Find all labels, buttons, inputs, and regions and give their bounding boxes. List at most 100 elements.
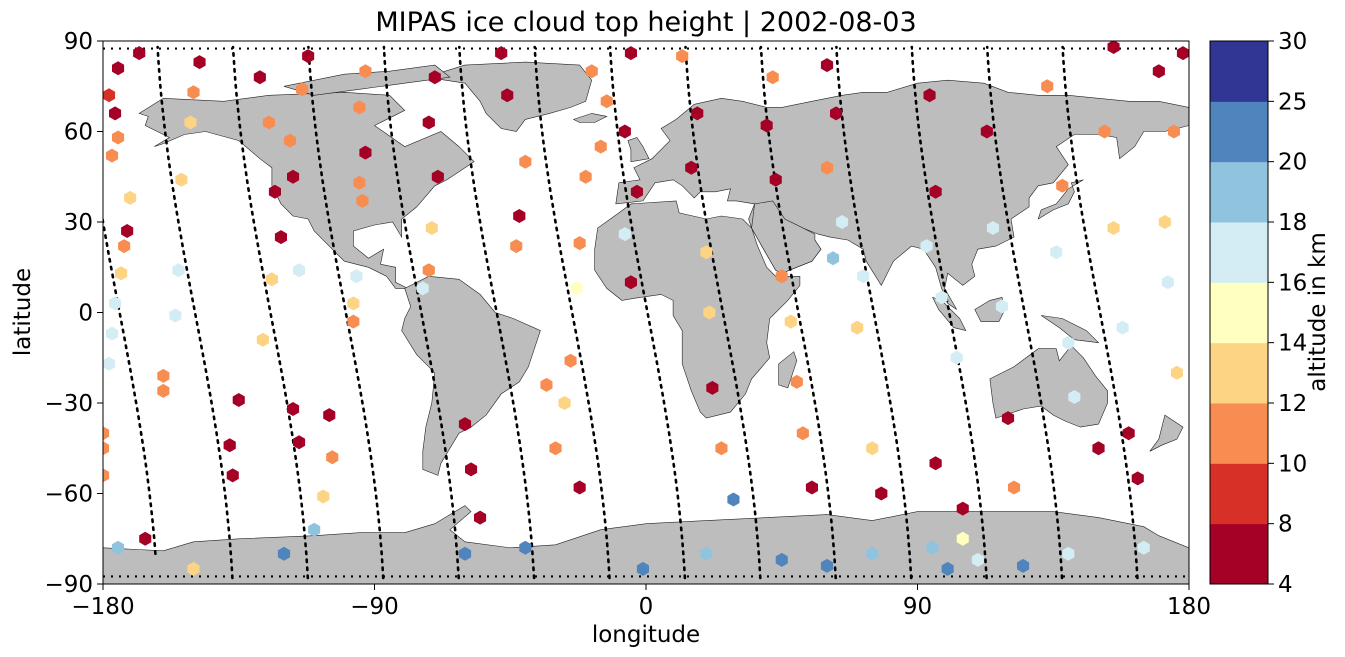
colorbar-band xyxy=(1210,41,1268,102)
land-antarctica xyxy=(103,505,1189,584)
cloud-hexagon xyxy=(157,368,170,383)
colorbar-tick-label: 16 xyxy=(1278,270,1307,296)
cloud-hexagon xyxy=(359,64,372,79)
x-tick-label: 0 xyxy=(639,594,654,620)
cloud-hexagon xyxy=(820,160,834,175)
cloud-hexagon xyxy=(1137,540,1150,555)
cloud-hexagon xyxy=(875,486,888,501)
cloud-hexagon xyxy=(302,49,315,64)
cloud-hexagon xyxy=(685,160,698,175)
colorbar-tick-label: 4 xyxy=(1278,572,1293,598)
cloud-hexagon xyxy=(700,245,713,260)
cloud-hexagon xyxy=(106,326,119,341)
cloud-hexagon xyxy=(187,85,200,100)
cloud-hexagon xyxy=(431,169,444,184)
cloud-hexagon xyxy=(519,154,532,169)
cloud-hexagon xyxy=(1092,441,1105,456)
cloud-hexagon xyxy=(923,88,936,103)
y-axis-label: latitude xyxy=(10,268,36,356)
cloud-hexagon xyxy=(805,480,818,495)
cloud-hexagon xyxy=(706,380,719,395)
x-tick-label: 90 xyxy=(903,594,932,620)
cloud-hexagon xyxy=(1062,335,1075,350)
cloud-hexagon xyxy=(262,115,275,130)
cloud-hexagon xyxy=(579,169,592,184)
cloud-hexagon xyxy=(353,175,366,190)
orbit-track xyxy=(307,45,385,580)
cloud-hexagon xyxy=(106,148,119,163)
cloud-hexagon xyxy=(1152,64,1165,79)
y-axis-ticks: −90 −60 −30 0 30 60 90 xyxy=(44,29,103,598)
cloud-hexagon xyxy=(317,489,330,504)
cloud-hexagon xyxy=(624,275,637,290)
orbit-track xyxy=(533,45,611,580)
orbit-track xyxy=(457,45,536,580)
cloud-hexagon xyxy=(501,88,514,103)
cloud-hexagon xyxy=(326,450,339,465)
cloud-hexagon xyxy=(495,46,508,61)
cloud-hexagon xyxy=(425,221,438,235)
cloud-hexagon xyxy=(1107,221,1120,235)
orbit-track xyxy=(684,45,762,580)
land-australia xyxy=(989,345,1108,428)
orbit-track xyxy=(382,45,461,580)
cloud-hexagon xyxy=(422,263,435,278)
cloud-hexagon xyxy=(359,145,372,160)
cloud-hexagon xyxy=(115,266,128,281)
cloud-hexagon xyxy=(519,540,532,555)
y-tick-label: −60 xyxy=(44,482,93,508)
cloud-hexagon xyxy=(428,70,441,85)
colorbar-tick-label: 8 xyxy=(1278,512,1293,538)
cloud-hexagon xyxy=(347,314,360,329)
cloud-hexagon xyxy=(941,561,954,576)
cloud-hexagon xyxy=(184,115,197,130)
cloud-hexagon xyxy=(157,383,170,398)
cloud-hexagon xyxy=(458,417,472,432)
map-area xyxy=(103,41,1189,584)
orbit-tracks xyxy=(103,45,1189,580)
cloud-hexagon xyxy=(986,221,999,235)
orbit-track xyxy=(910,45,988,580)
cloud-hexagon xyxy=(253,70,266,85)
cloud-hexagon xyxy=(549,441,562,456)
colorbar-tick-label: 20 xyxy=(1278,150,1307,176)
colorbar-tick-label: 25 xyxy=(1278,89,1307,115)
cloud-hexagon xyxy=(308,522,321,537)
cloud-hexagon xyxy=(956,501,969,516)
orbit-track xyxy=(835,45,913,580)
cloud-hexagon xyxy=(956,531,969,546)
land-africa xyxy=(594,200,801,419)
colorbar-band xyxy=(1210,403,1268,464)
cloud-hexagon xyxy=(775,269,788,284)
cloud-hexagon xyxy=(624,46,637,61)
cloud-hexagon xyxy=(1050,245,1063,260)
cloud-hexagon xyxy=(573,480,586,495)
cloud-hexagon xyxy=(287,169,300,184)
cloud-hexagon xyxy=(350,269,363,284)
cloud-hexagon xyxy=(1176,46,1189,61)
cloud-hexagon xyxy=(766,70,779,85)
cloud-hexagon xyxy=(1107,41,1120,54)
cloud-hexagon xyxy=(857,269,870,284)
cloud-hexagon xyxy=(790,374,803,389)
y-tick-label: −90 xyxy=(44,572,93,598)
colorbar-band xyxy=(1210,101,1268,163)
cloud-hexagon xyxy=(836,215,849,229)
orbit-track xyxy=(156,45,234,580)
cloud-hexagon xyxy=(1041,79,1054,94)
x-tick-label: −180 xyxy=(71,594,134,620)
colorbar-band xyxy=(1210,523,1268,585)
cloud-hexagon xyxy=(175,172,188,187)
x-axis-label: longitude xyxy=(592,622,700,648)
cloud-hexagon xyxy=(323,408,336,423)
y-tick-label: 90 xyxy=(64,29,93,55)
cloud-hexagon xyxy=(920,239,933,254)
colorbar-band xyxy=(1210,161,1268,223)
cloud-hexagon xyxy=(265,272,278,287)
cloud-hexagon xyxy=(513,209,526,223)
colorbar: 4 8 10 12 14 16 18 20 25 30 xyxy=(1209,29,1307,598)
cloud-hexagon xyxy=(284,133,297,148)
land-south-america xyxy=(401,275,541,476)
cloud-hexagon xyxy=(510,239,523,254)
